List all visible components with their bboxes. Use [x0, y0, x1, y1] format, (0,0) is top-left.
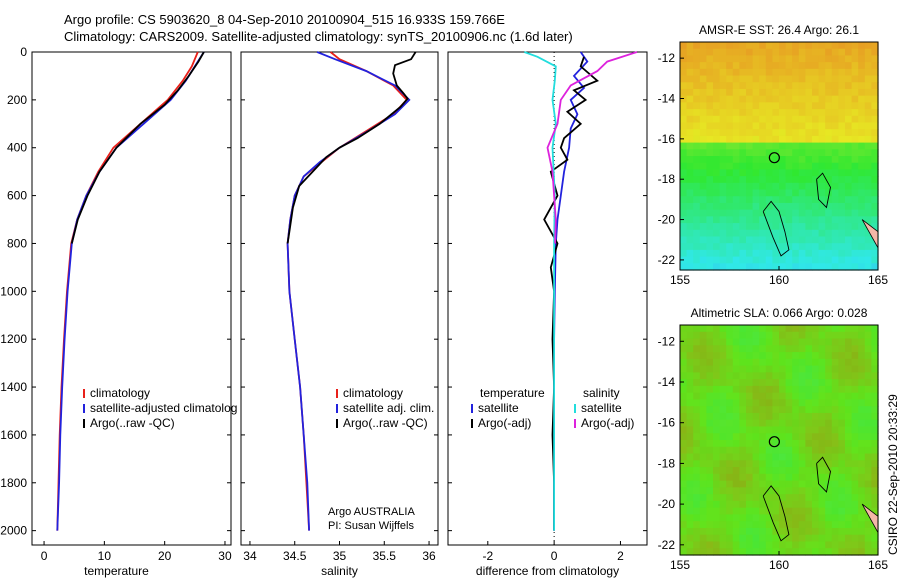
x-tick-label: 0	[41, 549, 48, 563]
x-tick-label: 34.5	[283, 549, 307, 563]
y-tick-label: 1400	[0, 380, 27, 394]
y-tick-label: 1800	[0, 476, 27, 490]
panel-frame-0	[31, 51, 232, 546]
x-tick-label: 30	[218, 549, 232, 563]
y-tick-label: 600	[7, 189, 27, 203]
y-tick-label: 0	[20, 45, 27, 59]
x-tick-label: -2	[482, 549, 493, 563]
legend-label: satellite	[581, 401, 622, 415]
series-line-t-sat-2	[553, 51, 589, 531]
y-tick-label: 1000	[0, 284, 27, 298]
x-tick-label: 0	[551, 549, 558, 563]
x-tick-label: 20	[158, 549, 172, 563]
map-title: Altimetric SLA: 0.066 Argo: 0.028	[691, 306, 868, 320]
legend-label: satellite	[478, 401, 519, 415]
coastline-reef-0	[816, 172, 831, 209]
legend-label: satellite-adjusted climatolog	[90, 401, 237, 415]
coastline-reef-1	[816, 456, 831, 493]
legend-label: climatology	[343, 386, 403, 400]
map-y-tick-label: -20	[658, 213, 676, 227]
y-tick-label: 200	[7, 93, 27, 107]
legend-label: satellite adj. clim.	[343, 401, 434, 415]
map-y-tick-label: -14	[658, 375, 676, 389]
argo-position-marker-0	[768, 152, 780, 164]
map-x-tick-label: 155	[670, 273, 690, 287]
y-tick-label: 1600	[0, 428, 27, 442]
series-line-s-sat-2	[523, 51, 557, 531]
series-line-sat-1	[286, 51, 411, 531]
map-y-tick-label: -16	[658, 416, 676, 430]
x-tick-label: 36	[422, 549, 436, 563]
map-x-tick-label: 155	[670, 558, 690, 572]
map-y-tick-label: -18	[658, 172, 676, 186]
float-info-line-2: PI: Susan Wijffels	[328, 520, 414, 532]
legend-heading: salinity	[583, 386, 620, 400]
map-y-tick-label: -22	[658, 538, 676, 552]
x-axis-label: salinity	[321, 564, 358, 578]
map-y-tick-label: -12	[658, 51, 676, 65]
map-grid-1	[680, 325, 879, 556]
series-line-argo-0	[70, 51, 205, 244]
map-title: AMSR-E SST: 26.4 Argo: 26.1	[699, 23, 859, 37]
map-y-tick-label: -20	[658, 497, 676, 511]
x-axis-label: temperature	[84, 564, 149, 578]
map-y-tick-label: -22	[658, 253, 676, 267]
x-tick-label: 2	[617, 549, 624, 563]
coastline-island-1	[762, 485, 790, 542]
map-x-tick-label: 160	[769, 273, 789, 287]
y-tick-label: 400	[7, 141, 27, 155]
x-axis-label: difference from climatology	[476, 564, 619, 578]
series-line-sat-0	[56, 51, 205, 531]
x-tick-label: 35.5	[373, 549, 397, 563]
map-x-tick-label: 165	[868, 558, 888, 572]
legend-heading: temperature	[480, 386, 545, 400]
y-tick-label: 800	[7, 236, 27, 250]
y-tick-label: 2000	[0, 524, 27, 538]
x-tick-label: 34	[243, 549, 257, 563]
legend-label: Argo(..raw -QC)	[90, 416, 175, 430]
header-line-1: Argo profile: CS 5903620_8 04-Sep-2010 2…	[64, 12, 505, 27]
panel-frame-2	[447, 51, 648, 546]
map-y-tick-label: -14	[658, 91, 676, 105]
map-y-tick-label: -12	[658, 334, 676, 348]
series-line-s-argo-2	[546, 51, 638, 244]
side-credit: CSIRO 22-Sep-2010 20:33:29	[886, 394, 900, 555]
panel-frame-1	[240, 51, 439, 546]
map-grid-0	[680, 42, 879, 271]
series-line-clim-0	[56, 51, 199, 531]
legend-label: Argo(..raw -QC)	[343, 416, 428, 430]
legend-label: Argo(-adj)	[581, 416, 634, 430]
float-info-line-1: Argo AUSTRALIA	[328, 506, 415, 518]
x-tick-label: 35	[333, 549, 347, 563]
series-line-argo-1	[286, 51, 417, 244]
y-tick-label: 1200	[0, 332, 27, 346]
map-y-tick-label: -16	[658, 132, 676, 146]
map-x-tick-label: 160	[769, 558, 789, 572]
map-x-tick-label: 165	[868, 273, 888, 287]
legend-label: climatology	[90, 386, 150, 400]
coastline-island-0	[762, 200, 790, 257]
argo-position-marker-1	[768, 436, 780, 448]
legend-label: Argo(-adj)	[478, 416, 531, 430]
map-y-tick-label: -18	[658, 456, 676, 470]
header-line-2: Climatology: CARS2009. Satellite-adjuste…	[64, 29, 573, 44]
x-tick-label: 10	[98, 549, 112, 563]
